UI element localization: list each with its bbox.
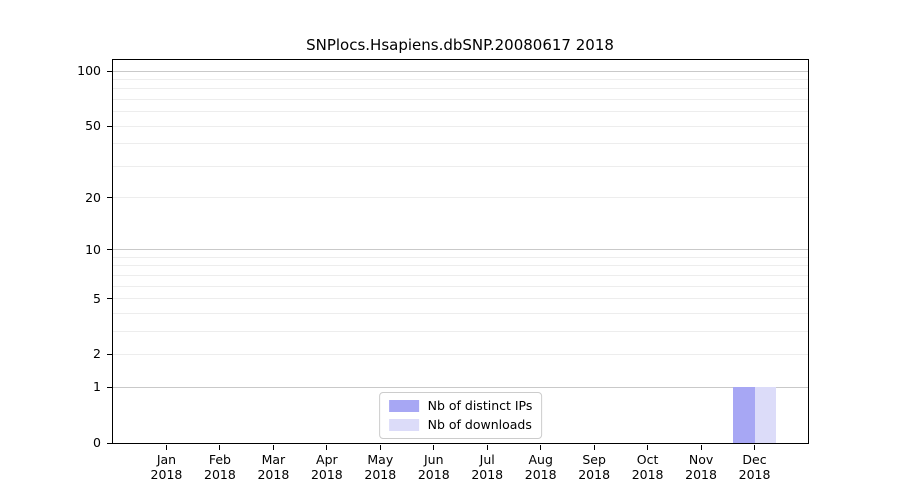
x-tick-label-oct: Oct 2018	[631, 452, 664, 482]
legend-swatch-distinct-ips	[388, 400, 419, 412]
y-tick-label-20: 20	[85, 189, 101, 205]
gridline-60	[113, 111, 808, 113]
gridline-50	[113, 125, 808, 127]
y-tick-label-5: 5	[93, 290, 101, 306]
x-tick-mark-feb	[219, 444, 221, 450]
gridline-40	[113, 143, 808, 145]
gridline-100	[113, 70, 808, 72]
x-tick-mark-dec	[754, 444, 756, 450]
gridline-7	[113, 274, 808, 276]
legend-item-distinct-ips: Nb of distinct IPs	[388, 398, 533, 414]
x-tick-label-jun: Jun 2018	[417, 452, 450, 482]
x-tick-label-jan: Jan 2018	[150, 452, 183, 482]
bar-dec-series1	[754, 387, 776, 443]
x-tick-mark-mar	[272, 444, 274, 450]
x-tick-mark-nov	[700, 444, 702, 450]
x-tick-mark-jun	[433, 444, 435, 450]
x-tick-label-jul: Jul 2018	[471, 452, 504, 482]
y-tick-label-2: 2	[93, 346, 101, 362]
gridline-30	[113, 165, 808, 167]
gridline-90	[113, 79, 808, 81]
y-tick-mark-5	[106, 298, 112, 300]
y-tick-label-1: 1	[93, 379, 101, 395]
legend-swatch-downloads	[388, 419, 419, 431]
x-tick-mark-apr	[326, 444, 328, 450]
y-tick-mark-2	[106, 353, 112, 355]
y-tick-label-100: 100	[77, 63, 101, 79]
gridline-80	[113, 88, 808, 90]
x-tick-label-dec: Dec 2018	[738, 452, 771, 482]
gridline-70	[113, 99, 808, 101]
legend-label-distinct-ips: Nb of distinct IPs	[427, 398, 533, 413]
x-tick-label-mar: Mar 2018	[257, 452, 290, 482]
plot-area: 0 1 2 5 10 20 50 100 Jan 2018 Feb 2018 Mar 2018 Apr 20…	[77, 59, 809, 482]
x-tick-mark-aug	[540, 444, 542, 450]
gridline-20	[113, 197, 808, 199]
x-tick-mark-jul	[486, 444, 488, 450]
x-tick-label-nov: Nov 2018	[685, 452, 717, 482]
legend-item-downloads: Nb of downloads	[388, 417, 533, 433]
legend-label-downloads: Nb of downloads	[427, 417, 532, 432]
y-tick-mark-20	[106, 197, 112, 199]
gridline-3	[113, 330, 808, 332]
chart-title: SNPlocs.Hsapiens.dbSNP.20080617 2018	[306, 36, 614, 54]
y-tick-label-50: 50	[85, 118, 101, 134]
gridline-8	[113, 265, 808, 267]
x-tick-mark-sep	[593, 444, 595, 450]
y-tick-mark-10	[106, 249, 112, 251]
legend: Nb of distinct IPs Nb of downloads	[378, 392, 543, 439]
y-tick-mark-100	[106, 70, 112, 72]
x-tick-label-sep: Sep 2018	[578, 452, 611, 482]
y-tick-label-0: 0	[93, 435, 101, 450]
x-tick-mark-may	[379, 444, 381, 450]
x-tick-label-may: May 2018	[364, 452, 397, 482]
bar-dec-series0	[733, 387, 755, 443]
x-tick-mark-jan	[165, 444, 167, 450]
gridline-4	[113, 312, 808, 314]
gridline-6	[113, 285, 808, 287]
y-tick-label-10: 10	[85, 241, 101, 257]
y-tick-mark-0	[106, 442, 112, 444]
gridline-5	[113, 298, 808, 300]
x-tick-label-aug: Aug 2018	[524, 452, 557, 482]
x-tick-label-feb: Feb 2018	[204, 452, 236, 482]
y-tick-mark-1	[106, 386, 112, 388]
y-tick-mark-50	[106, 125, 112, 127]
gridline-1	[113, 386, 808, 388]
gridline-2	[113, 353, 808, 355]
x-tick-mark-oct	[647, 444, 649, 450]
x-tick-label-apr: Apr 2018	[310, 452, 343, 482]
gridline-9	[113, 256, 808, 258]
gridline-10	[113, 249, 808, 251]
